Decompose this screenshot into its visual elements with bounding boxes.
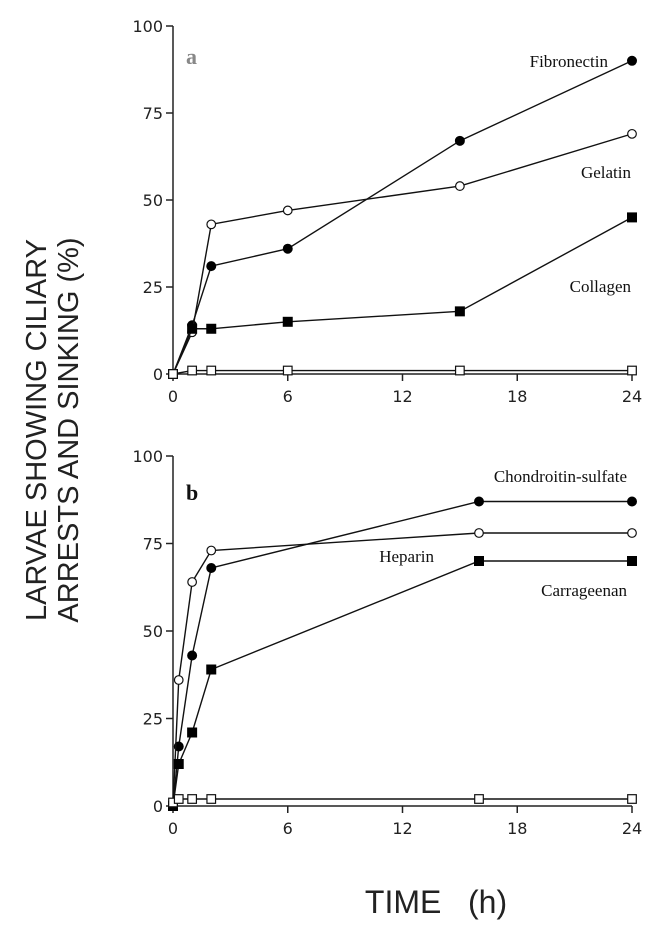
series-line <box>172 60 633 375</box>
data-point <box>282 205 293 216</box>
y-tick-label: 100 <box>132 17 163 36</box>
panel-a: 0 25 50 75 100 0 6 12 18 24 a Fibronectin Gelatin Col… <box>132 17 642 406</box>
data-point <box>454 135 465 146</box>
series-label: Heparin <box>379 547 434 566</box>
x-tick-label: 24 <box>622 819 642 838</box>
data-point <box>187 727 198 738</box>
y-tick-label: 100 <box>132 447 163 466</box>
data-point <box>474 528 484 538</box>
data-point <box>627 55 637 66</box>
x-tick-label: 6 <box>283 387 293 406</box>
data-point <box>474 496 484 507</box>
data-point <box>627 556 637 566</box>
x-tick-label: 6 <box>283 819 293 838</box>
data-point <box>173 759 184 769</box>
series-line <box>172 798 632 804</box>
data-point <box>627 794 637 804</box>
x-tick-label: 12 <box>392 387 412 406</box>
data-point <box>206 545 217 556</box>
data-point <box>206 365 217 376</box>
y-axis-label-line1: LARVAE SHOWING CILIARY <box>21 239 53 621</box>
data-point <box>627 128 637 139</box>
y-tick-label: 25 <box>143 710 163 729</box>
data-point <box>206 563 217 573</box>
series-line <box>172 133 633 375</box>
data-point <box>282 316 293 327</box>
data-point <box>474 556 484 566</box>
y-tick-label: 25 <box>143 278 163 297</box>
series-label: Collagen <box>570 277 632 296</box>
panel-letter: b <box>186 480 198 505</box>
y-tick-label: 75 <box>143 535 163 554</box>
data-point <box>627 528 637 538</box>
data-point <box>627 496 637 507</box>
data-point <box>206 219 217 230</box>
data-point <box>454 306 465 317</box>
x-tick-label: 18 <box>507 387 527 406</box>
data-point <box>206 664 217 675</box>
x-tick-label: 24 <box>622 387 642 406</box>
data-point <box>454 181 465 191</box>
series-label: Chondroitin-sulfate <box>494 467 627 486</box>
y-tick-label: 0 <box>153 797 163 816</box>
series-label: Carrageenan <box>541 581 627 600</box>
data-point <box>206 323 217 334</box>
data-point <box>282 365 293 376</box>
y-axis-label-line2: ARRESTS AND SINKING (%) <box>53 237 85 622</box>
panel-letter: a <box>186 44 197 69</box>
x-axis-label: TIME (h) <box>365 884 507 920</box>
x-tick-label: 18 <box>507 819 527 838</box>
series-label: Gelatin <box>581 163 632 182</box>
data-point <box>187 794 198 804</box>
y-tick-label: 50 <box>143 191 163 210</box>
series-line <box>172 532 632 807</box>
data-point <box>206 261 217 272</box>
data-point <box>187 577 198 587</box>
data-point <box>168 369 178 379</box>
data-point <box>474 794 484 804</box>
data-point <box>173 794 184 804</box>
data-point <box>187 650 198 661</box>
series-line <box>172 216 633 375</box>
panel-b: 0 25 50 75 100 0 6 12 18 24 b Chondroitin-sulfate He… <box>132 447 642 838</box>
x-tick-label: 0 <box>168 387 178 406</box>
data-point <box>627 212 637 223</box>
data-point <box>187 365 198 376</box>
x-tick-label: 12 <box>392 819 412 838</box>
y-tick-label: 75 <box>143 104 163 123</box>
series-line <box>172 560 632 807</box>
data-point <box>173 675 184 685</box>
data-point <box>187 323 198 334</box>
data-point <box>206 794 217 804</box>
series-line <box>172 500 632 807</box>
x-tick-label: 0 <box>168 819 178 838</box>
data-point <box>282 243 293 254</box>
data-point <box>454 365 465 376</box>
y-tick-label: 50 <box>143 622 163 641</box>
data-point <box>627 365 637 376</box>
series-label: Fibronectin <box>530 52 609 71</box>
y-tick-label: 0 <box>153 365 163 384</box>
